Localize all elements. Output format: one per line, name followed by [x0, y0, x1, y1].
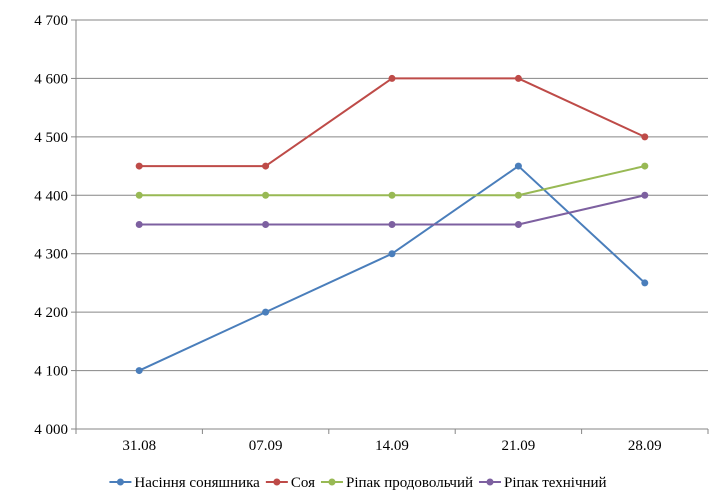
data-point [514, 162, 522, 170]
x-tick-label: 14.09 [375, 438, 409, 454]
data-point [514, 74, 522, 82]
legend-item: Насіння соняшника [109, 475, 260, 491]
legend-marker [328, 478, 336, 486]
series-lines [135, 74, 649, 375]
data-point [262, 221, 270, 228]
data-point [388, 250, 396, 258]
data-point [388, 74, 396, 82]
y-tick-label: 4 100 [34, 364, 68, 380]
data-point [514, 221, 522, 228]
x-tick-label: 21.09 [502, 438, 536, 454]
data-point [641, 133, 649, 141]
data-point [641, 191, 649, 199]
legend: Насіння соняшника Соя Ріпак продовольчий Рі… [109, 475, 607, 491]
legend-marker [486, 478, 494, 486]
series-line [139, 165, 646, 197]
data-point [135, 221, 143, 228]
legend-item: Соя [265, 475, 315, 491]
y-tick-label: 4 400 [34, 188, 68, 204]
y-tick-label: 4 300 [34, 247, 68, 263]
data-point [388, 191, 396, 199]
data-point [641, 162, 649, 170]
y-tick-label: 4 500 [34, 130, 68, 146]
legend-label: Ріпак технічний [504, 475, 607, 491]
data-point [262, 162, 270, 170]
data-point [135, 367, 143, 375]
legend-label: Насіння соняшника [134, 475, 260, 491]
data-point [135, 162, 143, 170]
series-line [139, 77, 646, 168]
y-tick-label: 4 000 [34, 422, 68, 438]
legend-item: Ріпак продовольчий [320, 475, 473, 491]
data-point [641, 279, 649, 287]
legend-marker [116, 478, 124, 486]
x-tick-label: 31.08 [122, 438, 156, 454]
legend-label: Ріпак продовольчий [346, 475, 473, 491]
data-point [262, 308, 270, 316]
legend-item: Ріпак технічний [479, 475, 607, 491]
x-tick-label: 28.09 [628, 438, 662, 454]
y-tick-label: 4 200 [34, 305, 68, 321]
data-point [262, 191, 270, 199]
axes: 4 000 4 100 4 200 4 300 4 400 4 500 4 600 4 700… [34, 13, 709, 454]
x-tick-label: 07.09 [249, 438, 283, 454]
legend-marker [273, 478, 281, 486]
legend-label: Соя [291, 475, 315, 491]
data-point [514, 191, 522, 199]
y-tick-label: 4 600 [34, 71, 68, 87]
data-point [388, 221, 396, 228]
series-line [139, 194, 646, 226]
y-tick-label: 4 700 [34, 13, 68, 29]
data-point [135, 191, 143, 199]
